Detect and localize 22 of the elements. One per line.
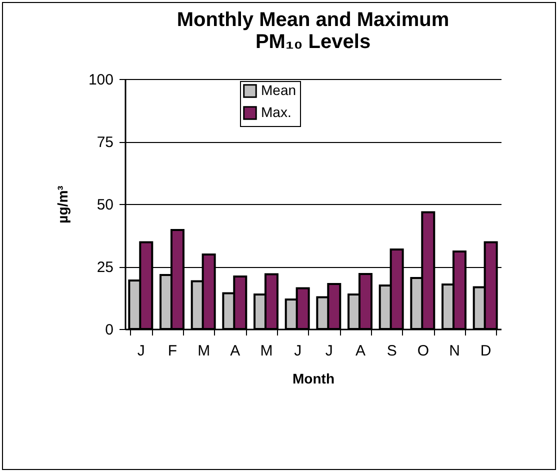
x-tick-label: J bbox=[325, 342, 333, 360]
x-tick-label: A bbox=[230, 342, 240, 360]
x-axis-title: Month bbox=[292, 370, 334, 386]
y-tick-label: 0 bbox=[105, 322, 114, 338]
legend-label: Mean bbox=[261, 82, 296, 98]
x-tick-label: F bbox=[168, 342, 178, 360]
legend-label: Max. bbox=[261, 104, 292, 120]
x-tick-label: J bbox=[294, 342, 302, 360]
x-tick-label: J bbox=[137, 342, 145, 360]
y-axis-title: µg/m³ bbox=[54, 185, 70, 224]
x-tick-label: N bbox=[449, 342, 460, 360]
x-tick-label: M bbox=[198, 342, 210, 360]
y-tick-label: 100 bbox=[88, 72, 114, 88]
x-tick-label: O bbox=[417, 342, 430, 360]
chart-title: Monthly Mean and Maximum PM₁₀ Levels bbox=[176, 9, 450, 53]
x-tick-label: S bbox=[386, 342, 397, 360]
y-tick-label: 25 bbox=[96, 259, 114, 276]
x-tick-label: A bbox=[355, 342, 366, 360]
y-tick-label: 50 bbox=[96, 196, 114, 214]
x-tick-label: M bbox=[260, 342, 273, 360]
x-tick-label: D bbox=[480, 342, 492, 360]
y-tick-label: 75 bbox=[96, 134, 114, 151]
